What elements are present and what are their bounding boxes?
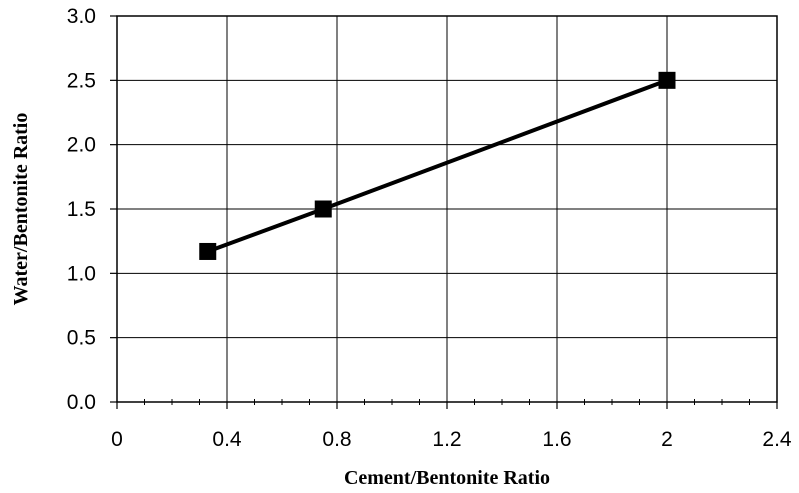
data-point-marker: [658, 71, 676, 89]
x-tick-label: 1.2: [432, 428, 461, 451]
y-tick-label: 0.5: [67, 327, 96, 350]
x-tick-label: 0.8: [322, 428, 351, 451]
y-axis-tick-labels: 0.0 0.5 1.0 1.5 2.0 2.5 3.0: [67, 5, 96, 414]
grid-lines: [117, 16, 777, 402]
x-axis-title: Cement/Bentonite Ratio: [344, 467, 550, 489]
x-tick-label: 2.4: [762, 428, 792, 451]
series-line: [207, 78, 668, 254]
axis-ticks: [110, 15, 778, 409]
x-tick-label: 0: [111, 428, 123, 451]
y-tick-label: 1.0: [67, 262, 96, 285]
y-tick-label: 3.0: [67, 5, 96, 28]
y-tick-label: 0.0: [67, 391, 96, 414]
x-tick-label: 0.4: [212, 428, 242, 451]
x-tick-label: 1.6: [542, 428, 571, 451]
series-layer: [199, 71, 676, 260]
y-axis-title: Water/Bentonite Ratio: [10, 113, 32, 306]
data-point-marker: [199, 242, 217, 260]
x-tick-label: 2: [661, 428, 673, 451]
y-tick-label: 2.5: [67, 69, 96, 92]
x-axis-tick-labels: 0 0.4 0.8 1.2 1.6 2 2.4: [111, 428, 792, 451]
y-tick-label: 2.0: [67, 134, 96, 157]
y-tick-label: 1.5: [67, 198, 96, 221]
data-point-marker: [314, 200, 332, 218]
